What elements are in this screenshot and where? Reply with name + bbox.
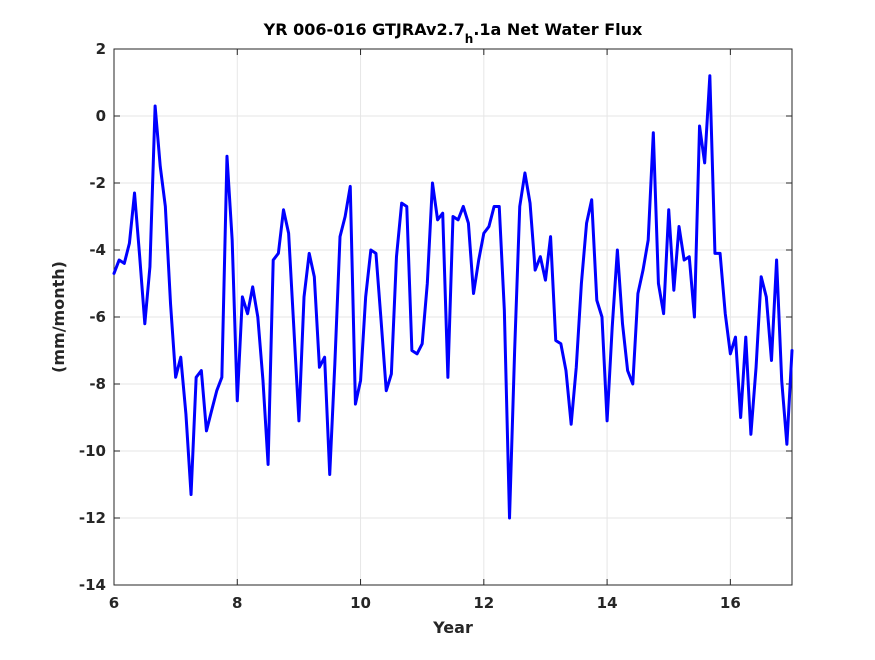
x-tick-label: 10 [350,594,371,612]
x-tick-label: 12 [473,594,494,612]
chart-title: YR 006-016 GTJRAv2.7h.1a Net Water Flux [263,20,643,46]
y-tick-label: -8 [89,375,106,393]
y-tick-label: -2 [89,174,106,192]
y-tick-label: -4 [89,241,106,259]
y-tick-label: -10 [79,442,106,460]
series-line-0 [112,74,794,520]
y-tick-label: 0 [96,107,106,125]
chart-title-subscript: h [465,32,474,46]
series-layer [112,74,794,520]
x-tick-label: 16 [720,594,741,612]
y-axis-title: (mm/month) [49,261,68,373]
x-tick-label: 8 [232,594,242,612]
y-tick-label: -6 [89,308,106,326]
y-tick-label: -14 [79,576,106,594]
grid-layer [113,48,792,586]
label-layer: 6 8 10 12 14 16 -14 -12 -10 -8 -6 -4 -2 0 2 [79,40,741,612]
axes-layer [113,48,793,586]
y-tick-label: 2 [96,40,106,58]
y-tick-label: -12 [79,509,106,527]
plot-area-border [113,48,793,586]
x-tick-label: 14 [597,594,618,612]
chart-title-tail: .1a Net Water Flux [473,20,643,39]
chart-title-main: YR 006-016 GTJRAv2.7 [263,20,465,39]
x-tick-label: 6 [109,594,119,612]
x-axis-title: Year [432,618,473,637]
